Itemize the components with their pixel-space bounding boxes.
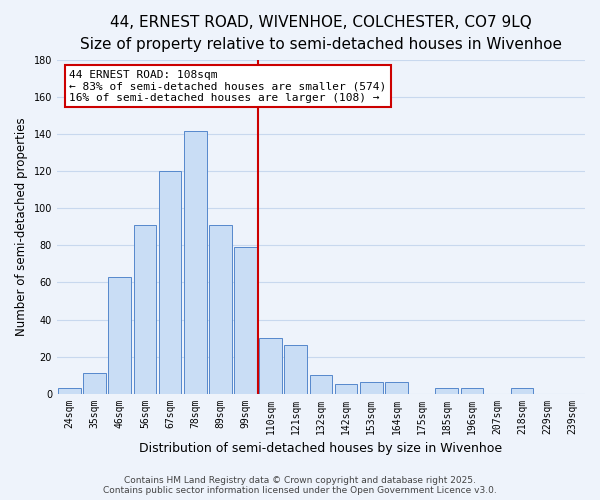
Bar bbox=[360, 382, 383, 394]
Title: 44, ERNEST ROAD, WIVENHOE, COLCHESTER, CO7 9LQ
Size of property relative to semi: 44, ERNEST ROAD, WIVENHOE, COLCHESTER, C… bbox=[80, 15, 562, 52]
Bar bbox=[159, 172, 181, 394]
Bar bbox=[284, 346, 307, 394]
Bar bbox=[234, 248, 257, 394]
Bar bbox=[461, 388, 483, 394]
Bar bbox=[385, 382, 408, 394]
X-axis label: Distribution of semi-detached houses by size in Wivenhoe: Distribution of semi-detached houses by … bbox=[139, 442, 503, 455]
Bar bbox=[310, 375, 332, 394]
Bar bbox=[134, 225, 156, 394]
Bar bbox=[184, 130, 206, 394]
Bar bbox=[83, 373, 106, 394]
Text: 44 ERNEST ROAD: 108sqm
← 83% of semi-detached houses are smaller (574)
16% of se: 44 ERNEST ROAD: 108sqm ← 83% of semi-det… bbox=[70, 70, 387, 103]
Bar bbox=[209, 225, 232, 394]
Text: Contains HM Land Registry data © Crown copyright and database right 2025.
Contai: Contains HM Land Registry data © Crown c… bbox=[103, 476, 497, 495]
Bar bbox=[58, 388, 81, 394]
Bar bbox=[259, 338, 282, 394]
Y-axis label: Number of semi-detached properties: Number of semi-detached properties bbox=[15, 118, 28, 336]
Bar bbox=[335, 384, 358, 394]
Bar bbox=[511, 388, 533, 394]
Bar bbox=[436, 388, 458, 394]
Bar bbox=[109, 277, 131, 394]
